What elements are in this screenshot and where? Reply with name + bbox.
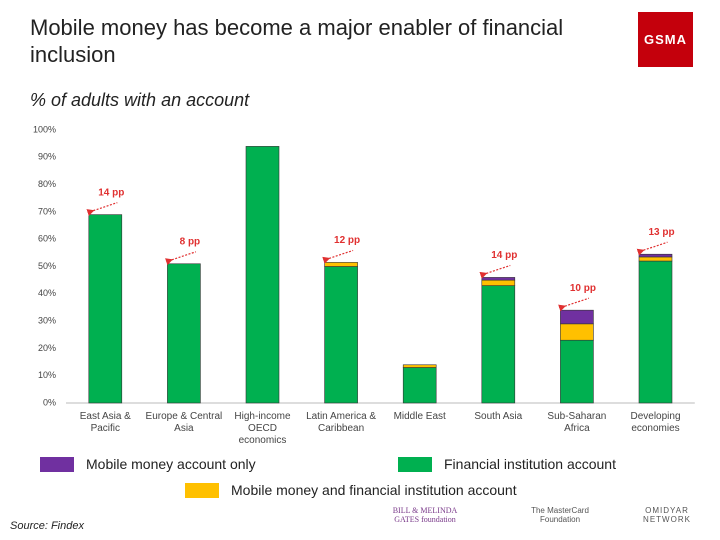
y-tick-label: 100% [33,124,56,134]
bar-segment [481,285,516,404]
bar-segment [88,214,123,404]
annotation-arrow [86,202,118,216]
sponsor-logo: The MasterCard Foundation [531,506,589,524]
bar-segment [402,367,437,404]
bar-segment [560,323,594,341]
bar-segment [167,263,201,404]
legend-swatch [185,483,219,498]
x-tick-label: Middle East [393,411,446,422]
bar-segment [324,262,358,267]
annotation-arrow [165,251,197,266]
x-tick-label: Europe & Central Asia [145,411,223,434]
y-tick-label: 90% [38,152,56,162]
sponsor-logo: BILL & MELINDA GATES foundation [392,506,458,524]
title: Mobile money has become a major enabler … [30,15,564,67]
y-tick-label: 80% [38,179,56,189]
source: Source: Findex [10,520,84,532]
x-tick-label: Developing economies [630,411,681,434]
y-tick-label: 50% [38,261,56,271]
annotation: 13 pp [648,227,674,238]
x-tick-label: South Asia [474,411,523,422]
annotation-arrow [636,241,668,256]
legend-label: Mobile money account only [86,456,256,472]
y-tick-label: 70% [38,206,56,216]
sponsor-logo: OMIDYAR NETWORK [643,506,691,524]
bar-segment [638,253,673,258]
bar-segment [560,309,594,325]
x-tick-label: Sub-Saharan Africa [547,411,607,434]
annotation: 14 pp [98,187,124,198]
y-tick-label: 30% [38,315,56,325]
legend-swatch [40,457,74,472]
annotation-arrow [479,264,511,279]
annotation-arrow [322,249,354,264]
annotation: 14 pp [491,250,517,261]
legend-label: Financial institution account [444,456,616,472]
y-tick-label: 20% [38,343,56,353]
x-tick-label: Latin America & Caribbean [306,411,377,434]
bar-segment [560,339,594,404]
y-tick-label: 40% [38,288,56,298]
annotation: 12 pp [334,235,360,246]
annotation: 8 pp [180,236,201,247]
bar-segment [481,277,516,281]
x-tick-label: East Asia & Pacific [79,411,131,434]
y-tick-label: 10% [38,370,56,380]
x-tick-label: High-income OECD economics [234,411,291,446]
bar-segment [638,256,673,262]
bar-segment [245,146,280,404]
bar-segment [324,266,358,404]
legend-label: Mobile money and financial institution a… [231,482,517,498]
logo: GSMA [638,12,693,67]
legend-swatch [398,457,432,472]
bar-segment [481,279,516,286]
y-tick-label: 0% [43,397,56,407]
bar-segment [638,260,673,404]
subtitle: % of adults with an account [30,90,250,110]
annotation: 10 pp [570,283,596,294]
bar-segment [402,364,437,368]
annotation-arrow [558,297,590,312]
y-tick-label: 60% [38,234,56,244]
